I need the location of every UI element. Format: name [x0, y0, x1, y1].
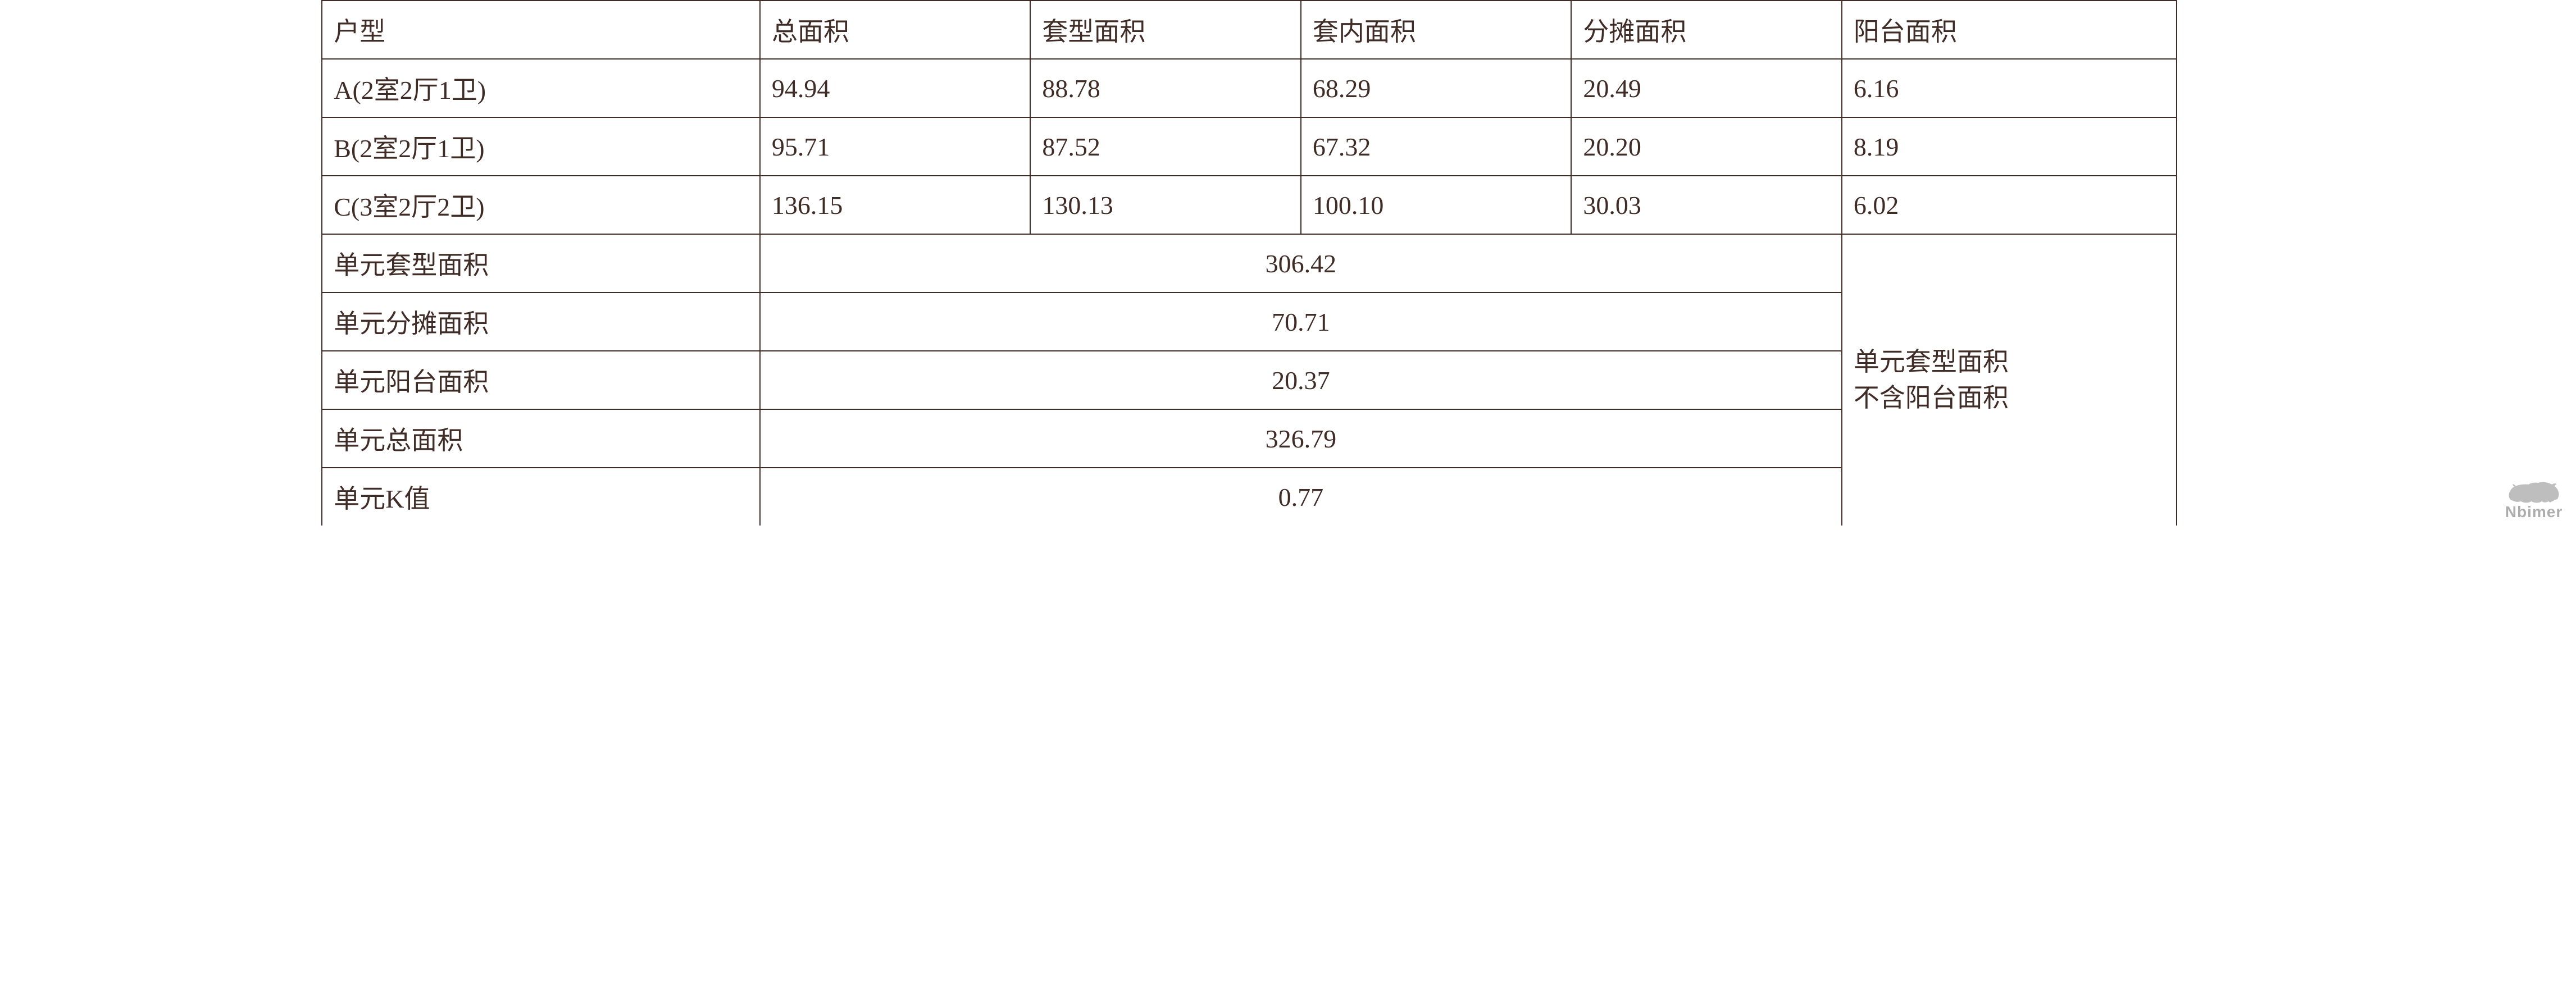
- cell-shared: 20.20: [1571, 117, 1842, 176]
- summary-label: 单元套型面积: [322, 234, 760, 293]
- cell-balcony: 6.16: [1842, 59, 2177, 117]
- cell-inner: 100.10: [1301, 176, 1572, 234]
- cell-inner: 67.32: [1301, 117, 1572, 176]
- cell-type: A(2室2厅1卫): [322, 59, 760, 117]
- left-gutter: [0, 1, 322, 526]
- summary-value: 70.71: [760, 293, 1842, 351]
- table-header-row: 户型总面积套型面积套内面积分摊面积阳台面积: [0, 1, 2576, 59]
- summary-label: 单元总面积: [322, 409, 760, 468]
- table-container: 户型总面积套型面积套内面积分摊面积阳台面积A(2室2厅1卫)94.9488.78…: [0, 0, 2576, 526]
- summary-value: 326.79: [760, 409, 1842, 468]
- summary-label: 单元分摊面积: [322, 293, 760, 351]
- header-cell-0: 户型: [322, 1, 760, 59]
- header-cell-3: 套内面积: [1301, 1, 1572, 59]
- cell-suite: 87.52: [1030, 117, 1301, 176]
- header-cell-4: 分摊面积: [1571, 1, 1842, 59]
- cell-total: 136.15: [760, 176, 1031, 234]
- area-table: 户型总面积套型面积套内面积分摊面积阳台面积A(2室2厅1卫)94.9488.78…: [0, 0, 2576, 526]
- cell-inner: 68.29: [1301, 59, 1572, 117]
- right-gutter-top: [2177, 1, 2576, 234]
- summary-row: 单元套型面积306.42单元套型面积不含阳台面积: [0, 234, 2576, 293]
- summary-value: 306.42: [760, 234, 1842, 293]
- cell-suite: 130.13: [1030, 176, 1301, 234]
- header-cell-2: 套型面积: [1030, 1, 1301, 59]
- cell-total: 94.94: [760, 59, 1031, 117]
- cell-total: 95.71: [760, 117, 1031, 176]
- header-cell-5: 阳台面积: [1842, 1, 2177, 59]
- cell-shared: 20.49: [1571, 59, 1842, 117]
- summary-value: 0.77: [760, 468, 1842, 526]
- cell-suite: 88.78: [1030, 59, 1301, 117]
- right-gutter-bottom: [2177, 234, 2576, 526]
- summary-value: 20.37: [760, 351, 1842, 409]
- note-cell: 单元套型面积不含阳台面积: [1842, 234, 2177, 526]
- header-cell-1: 总面积: [760, 1, 1031, 59]
- cell-shared: 30.03: [1571, 176, 1842, 234]
- cell-type: B(2室2厅1卫): [322, 117, 760, 176]
- cell-balcony: 6.02: [1842, 176, 2177, 234]
- summary-label: 单元阳台面积: [322, 351, 760, 409]
- cell-balcony: 8.19: [1842, 117, 2177, 176]
- note-line-2: 不含阳台面积: [1854, 380, 2165, 416]
- summary-label: 单元K值: [322, 468, 760, 526]
- cell-type: C(3室2厅2卫): [322, 176, 760, 234]
- note-line-1: 单元套型面积: [1854, 344, 2165, 380]
